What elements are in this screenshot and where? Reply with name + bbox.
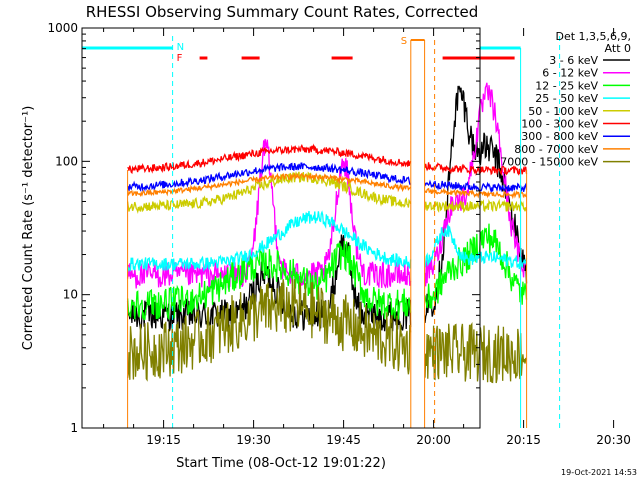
series-line-4: [126, 171, 528, 214]
legend-entry-label: 7000 - 15000 keV: [500, 156, 598, 169]
x-axis-label: Start Time (08-Oct-12 19:01:22): [176, 456, 386, 471]
series-line-8: [126, 279, 528, 384]
series-line-7: [127, 172, 527, 200]
legend-entry-label: 3 - 6 keV: [549, 54, 598, 67]
x-tick-label: 20:15: [506, 433, 541, 447]
chart-title: RHESSI Observing Summary Count Rates, Co…: [86, 3, 479, 21]
series-line-6: [127, 162, 528, 194]
legend-entry-label: 50 - 100 keV: [528, 105, 598, 118]
legend-title-line: Att 0: [605, 42, 631, 55]
x-tick-label: 19:45: [326, 433, 361, 447]
x-tick-label: 19:15: [146, 433, 181, 447]
y-axis-label: Corrected Count Rate (s⁻¹ detector⁻¹): [21, 106, 36, 351]
x-tick-label: 20:30: [596, 433, 631, 447]
legend-entry-label: 25 - 50 keV: [535, 92, 598, 105]
y-tick-label: 100: [55, 154, 78, 168]
footer-timestamp: 19-Oct-2021 14:53: [561, 468, 637, 477]
flag-s-label: S: [401, 36, 407, 47]
y-tick-label: 1000: [47, 21, 78, 35]
flag-f-label: F: [177, 53, 183, 64]
legend-entry-label: 800 - 7000 keV: [514, 143, 598, 156]
y-tick-label: 10: [63, 288, 78, 302]
legend-entry-label: 300 - 800 keV: [521, 130, 598, 143]
plot-frame: [81, 27, 481, 429]
x-tick-label: 19:30: [236, 433, 271, 447]
series-layer: [126, 82, 528, 384]
x-tick-label: 20:00: [416, 433, 451, 447]
axes: 1 10 100 1000 19:15 19:30 19:45 20:00 20:15 20:30: [47, 21, 630, 447]
legend-title-line: Det 1,3,5,6,9,: [555, 30, 631, 43]
legend-entry-label: 12 - 25 keV: [535, 79, 598, 92]
series-line-3: [126, 210, 528, 273]
legend-entry-label: 100 - 300 keV: [521, 118, 598, 131]
legend-entry-label: 6 - 12 keV: [542, 67, 598, 80]
series-line-2: [126, 223, 528, 321]
y-tick-label: 1: [70, 421, 78, 435]
flag-n-label: N: [177, 42, 184, 53]
series-line-5: [127, 143, 528, 177]
